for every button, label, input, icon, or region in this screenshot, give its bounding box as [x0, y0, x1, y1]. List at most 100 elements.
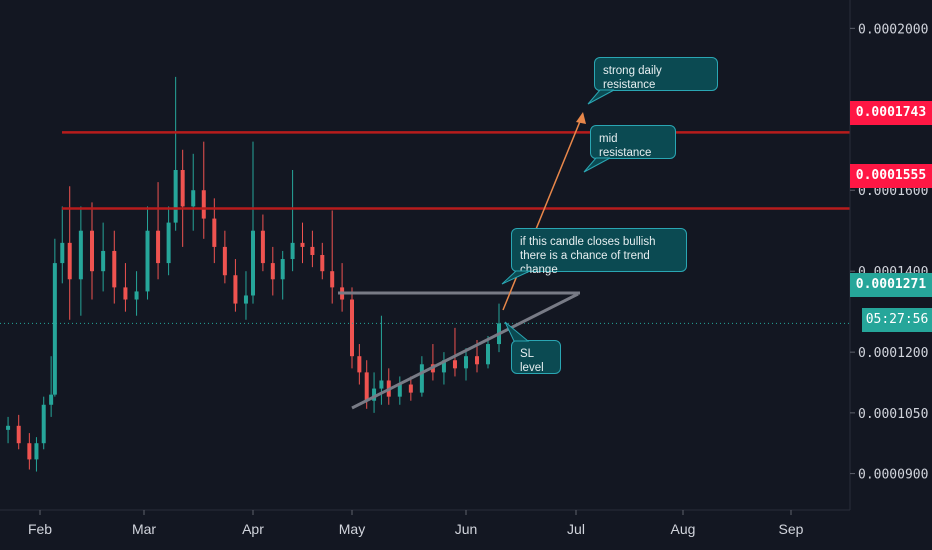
candle-body	[330, 271, 335, 288]
candle	[201, 141, 206, 239]
candle-body	[49, 394, 54, 405]
candle-body	[452, 360, 457, 369]
candle-body	[441, 360, 446, 373]
sl-level-callout[interactable]: SL level	[511, 340, 561, 374]
candle	[270, 246, 275, 296]
x-tick-label: Mar	[132, 521, 156, 537]
candle-body	[280, 259, 285, 280]
candle	[300, 222, 305, 264]
candle-body	[397, 384, 402, 397]
candle-body	[320, 255, 325, 272]
x-tick-label: Aug	[671, 521, 696, 537]
candle	[330, 210, 335, 304]
candle-body	[475, 356, 479, 365]
candle	[497, 303, 501, 353]
candle-body	[123, 287, 128, 300]
candle	[430, 344, 435, 381]
candle	[123, 263, 128, 312]
x-tick-label: Jun	[455, 521, 478, 537]
candle	[397, 376, 402, 405]
x-tick-label: Jul	[567, 521, 585, 537]
candle	[372, 372, 377, 413]
candle	[310, 230, 315, 268]
candle-body	[145, 230, 150, 292]
candle-body	[251, 230, 255, 296]
candle-body	[310, 246, 315, 255]
candle	[78, 206, 83, 316]
candle	[243, 271, 248, 320]
candle	[67, 186, 72, 320]
candle-body	[260, 230, 265, 264]
candle-body	[173, 170, 178, 223]
y-tick-label: 0.0001050	[858, 407, 928, 422]
candle	[222, 230, 227, 284]
candle	[60, 206, 65, 284]
mid-resistance-callout[interactable]: mid resistance	[590, 125, 676, 159]
time-axis[interactable]: Feb Mar Apr May Jun Jul Aug Sep	[28, 510, 804, 537]
candle-body	[290, 242, 295, 260]
candle	[6, 416, 11, 444]
candle-body	[78, 230, 83, 280]
candle	[350, 287, 354, 369]
candle	[280, 250, 285, 300]
candle	[41, 396, 46, 450]
candle-body	[101, 250, 106, 272]
candle-body	[90, 230, 94, 272]
candle	[191, 153, 196, 231]
candle-body	[464, 356, 468, 369]
x-tick-label: Apr	[242, 521, 264, 537]
price-axis[interactable]: 0.00020000.00018000.00016000.00014000.00…	[850, 22, 928, 483]
candle	[233, 259, 238, 312]
candle-body	[222, 246, 227, 276]
candle	[357, 344, 362, 385]
strong-resistance-callout[interactable]: strong daily resistance	[594, 57, 718, 91]
y-tick-label: 0.0000900	[858, 468, 928, 483]
candle	[180, 149, 185, 247]
candle-body	[372, 388, 377, 401]
candle	[260, 214, 265, 272]
candle-body	[60, 242, 65, 264]
candle-countdown-badge: 05:27:56	[862, 308, 932, 332]
candle-body	[212, 218, 217, 247]
projection-arrow[interactable]	[502, 113, 584, 311]
candle	[251, 141, 255, 304]
candle	[134, 271, 139, 316]
candle	[320, 242, 325, 280]
candle-body	[201, 190, 206, 219]
candle	[290, 170, 295, 272]
candle-body	[27, 443, 32, 460]
x-tick-label: Sep	[779, 521, 804, 537]
candle	[173, 76, 178, 231]
candle-body	[156, 230, 161, 264]
candle	[464, 348, 468, 381]
candle-body	[41, 404, 46, 444]
candle	[452, 327, 457, 377]
candle-body	[16, 425, 21, 444]
candle	[386, 368, 391, 405]
trend-change-callout[interactable]: if this candle closes bullish there is a…	[511, 228, 687, 276]
candles-layer	[6, 76, 501, 472]
candle-body	[350, 299, 354, 357]
candle	[101, 222, 106, 292]
candle-body	[6, 425, 11, 430]
candle-body	[357, 356, 362, 373]
candle-body	[419, 364, 424, 393]
x-tick-label: Feb	[28, 521, 52, 537]
candle	[166, 206, 171, 276]
resistance-level-1-badge: 0.0001743	[850, 101, 932, 125]
trend-change-line-2: there is a chance of trend change	[520, 250, 650, 276]
candle	[156, 182, 161, 280]
candle-body	[379, 380, 384, 389]
candle-body	[166, 222, 171, 264]
candle	[419, 356, 424, 397]
candle-body	[408, 384, 413, 393]
rising-support-trendline[interactable]	[351, 292, 579, 410]
candle-body	[112, 250, 117, 288]
candle-body	[52, 263, 57, 395]
candle-body	[233, 275, 238, 304]
candle-body	[180, 170, 185, 207]
candle	[34, 437, 39, 472]
candle	[486, 335, 490, 369]
candle	[49, 356, 54, 417]
